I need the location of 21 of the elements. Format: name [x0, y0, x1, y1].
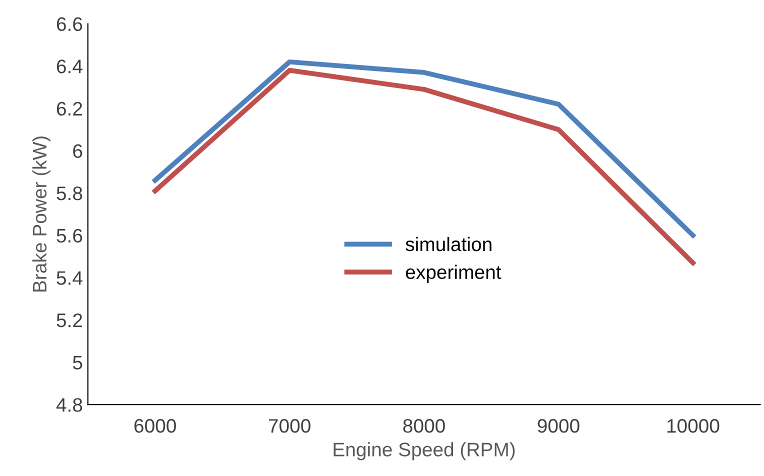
x-tick-label: 9000 [538, 419, 580, 433]
y-axis-title: Brake Power (kW) [32, 136, 50, 292]
line-series [152, 59, 696, 238]
x-tick-label: 8000 [403, 419, 445, 433]
y-tick-label: 5.2 [56, 313, 82, 328]
y-tick-label: 6.2 [56, 102, 82, 116]
x-tick-label: 6000 [134, 419, 176, 433]
legend-label: experiment [406, 264, 502, 283]
line-series [152, 68, 696, 266]
y-tick-label: 5 [72, 356, 82, 370]
legend-label: simulation [406, 236, 492, 252]
x-tick-label: 10000 [667, 419, 720, 433]
y-tick-label: 6.4 [56, 60, 82, 74]
y-tick-label: 5.4 [56, 271, 82, 285]
y-tick-label: 5.8 [56, 186, 82, 200]
x-tick-label: 7000 [268, 419, 310, 433]
y-tick-label: 6.6 [56, 17, 82, 32]
y-tick-label: 4.8 [56, 398, 82, 412]
y-tick-label: 5.6 [56, 228, 82, 243]
y-tick-label: 6 [73, 144, 82, 158]
x-axis-title: Engine Speed (RPM) [334, 442, 515, 460]
